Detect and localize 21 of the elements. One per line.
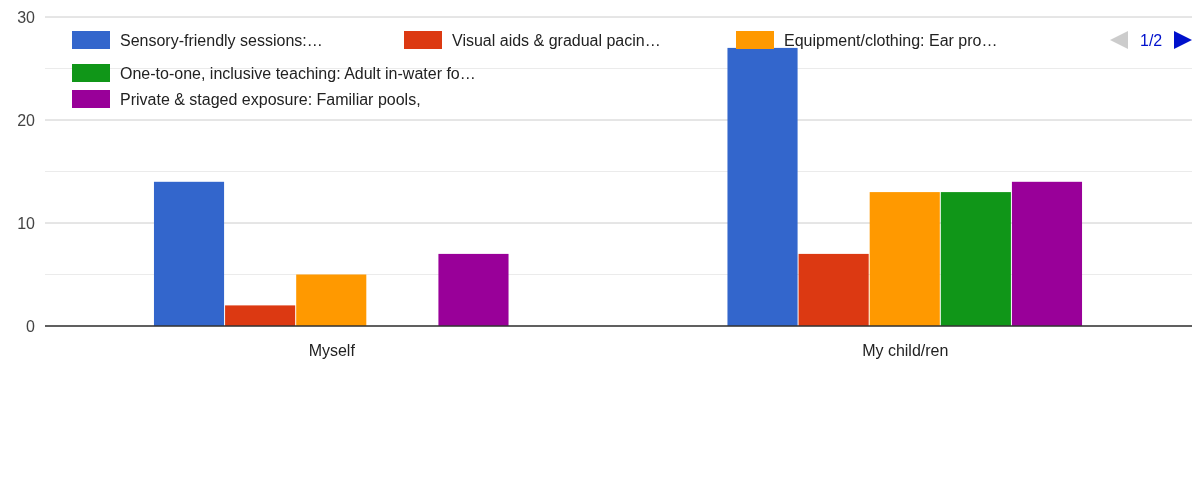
y-tick-label: 0 bbox=[26, 317, 36, 335]
y-tick-label: 30 bbox=[17, 8, 36, 26]
annotation: 1/2 bbox=[1140, 32, 1163, 49]
bar bbox=[153, 181, 225, 326]
bar bbox=[225, 305, 296, 326]
bar bbox=[438, 253, 509, 326]
bar bbox=[869, 192, 940, 326]
bar bbox=[296, 274, 367, 326]
bar bbox=[798, 253, 869, 326]
legend-label: Private & staged exposure: Familiar pools, bbox=[120, 91, 421, 108]
bar bbox=[727, 47, 798, 326]
y-tick-label: 10 bbox=[17, 214, 36, 232]
x-tick-label: Myself bbox=[308, 342, 356, 359]
legend-label: One-to-one, inclusive teaching: Adult in-water fo… bbox=[120, 65, 476, 82]
y-tick-label: 20 bbox=[17, 111, 36, 129]
legend-label: Equipment/clothing: Ear pro… bbox=[784, 32, 998, 49]
legend-label: Sensory-friendly sessions:… bbox=[120, 32, 323, 49]
bar bbox=[940, 192, 1011, 326]
legend-label: Visual aids & gradual pacin… bbox=[452, 32, 661, 49]
bar bbox=[1011, 181, 1083, 326]
x-tick-label: My child/ren bbox=[862, 342, 949, 359]
